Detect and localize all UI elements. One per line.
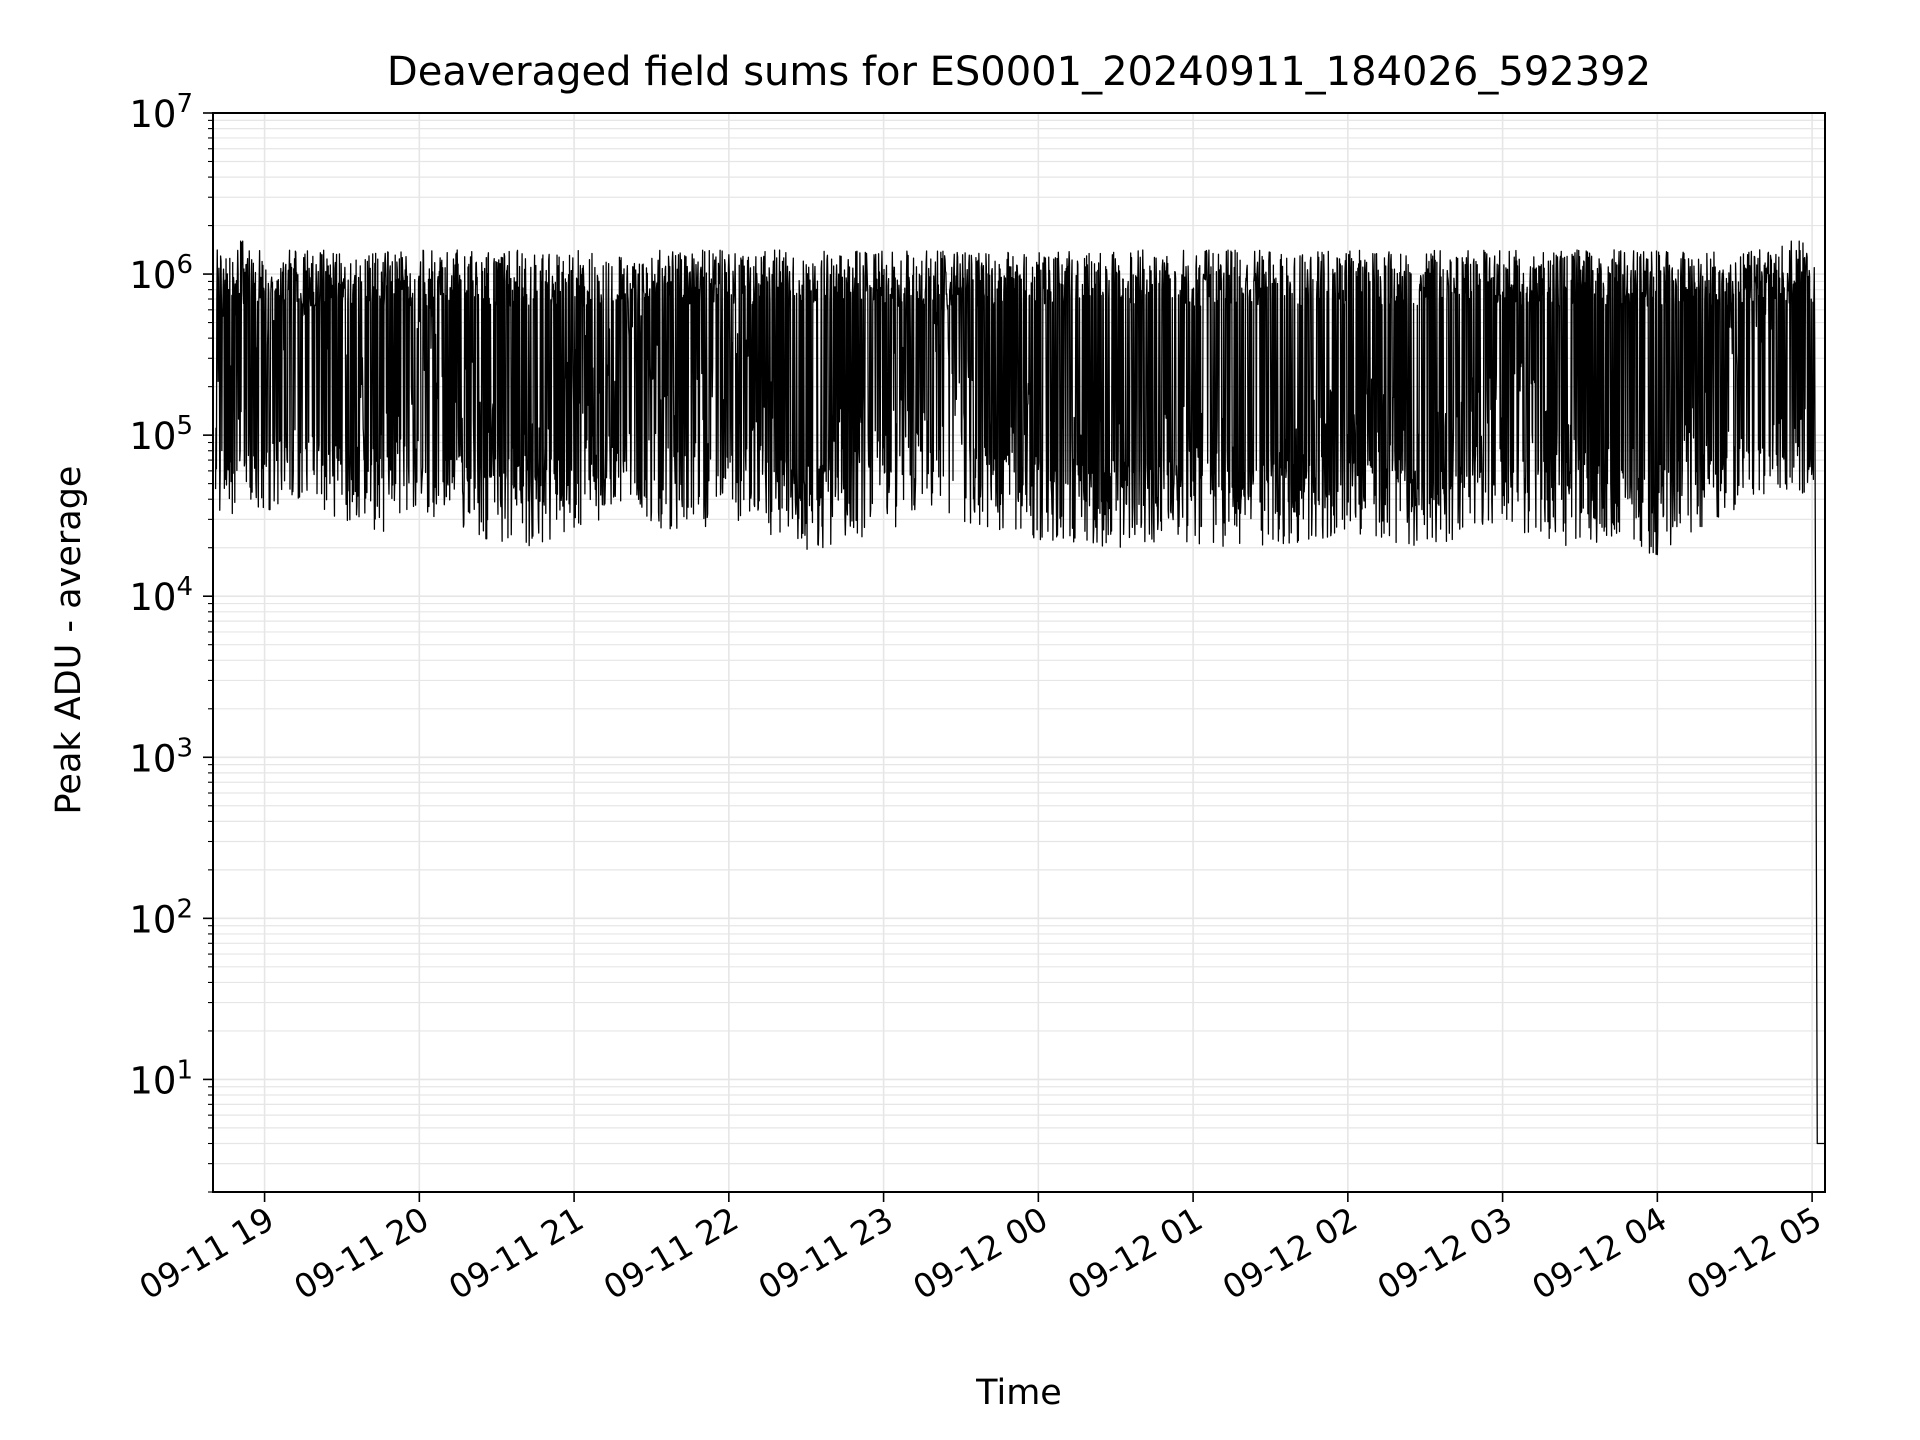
- chart-title: Deaveraged field sums for ES0001_2024091…: [387, 49, 1651, 95]
- y-tick-label: 106: [129, 250, 193, 297]
- y-tick-label: 101: [129, 1055, 193, 1102]
- y-tick-label: 105: [129, 411, 193, 458]
- grid-lines: [213, 112, 1825, 1193]
- y-axis-label: Peak ADU - average: [49, 466, 89, 815]
- y-tick-label: 103: [129, 733, 193, 780]
- y-tick-label: 107: [129, 89, 193, 136]
- plot-frame: [212, 112, 1826, 1193]
- y-tick-label: 102: [129, 894, 193, 941]
- y-tick-label: 104: [129, 572, 193, 619]
- series-layer: [214, 240, 1825, 1145]
- x-axis-label: Time: [975, 1373, 1062, 1413]
- series-line: [214, 240, 1825, 1145]
